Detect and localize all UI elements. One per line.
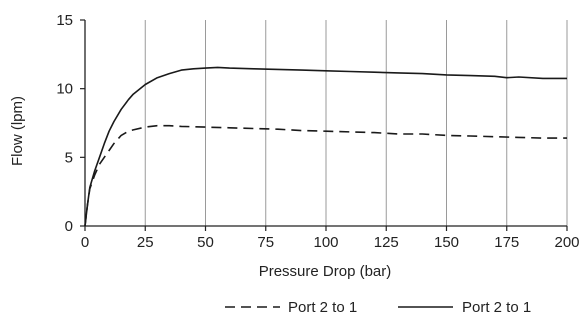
series-line-dashed bbox=[84, 124, 567, 227]
x-axis-title: Pressure Drop (bar) bbox=[259, 263, 392, 280]
x-tick-label: 125 bbox=[374, 234, 399, 251]
series-lines bbox=[84, 66, 567, 227]
grid bbox=[144, 20, 568, 226]
x-tick-label: 200 bbox=[554, 234, 579, 251]
tick-labels: 0 25 50 75 100 125 150 175 200 0 5 10 15 bbox=[56, 12, 579, 251]
x-tick-label: 100 bbox=[313, 234, 338, 251]
y-tick-label: 0 bbox=[65, 218, 73, 235]
y-tick-label: 10 bbox=[56, 81, 73, 98]
legend-label-dashed: Port 2 to 1 bbox=[288, 299, 357, 316]
y-tick-label: 5 bbox=[65, 149, 73, 166]
y-axis-title: Flow (lpm) bbox=[9, 96, 26, 166]
legend: Port 2 to 1 Port 2 to 1 bbox=[225, 299, 531, 316]
x-tick-label: 75 bbox=[257, 234, 274, 251]
y-tick-label: 15 bbox=[56, 12, 73, 29]
x-tick-label: 50 bbox=[197, 234, 214, 251]
x-tick-label: 25 bbox=[137, 234, 154, 251]
x-tick-label: 175 bbox=[494, 234, 519, 251]
legend-label-solid: Port 2 to 1 bbox=[462, 299, 531, 316]
x-tick-label: 0 bbox=[81, 234, 89, 251]
x-tick-label: 150 bbox=[434, 234, 459, 251]
axes bbox=[80, 19, 568, 231]
series-line-solid bbox=[84, 66, 567, 227]
